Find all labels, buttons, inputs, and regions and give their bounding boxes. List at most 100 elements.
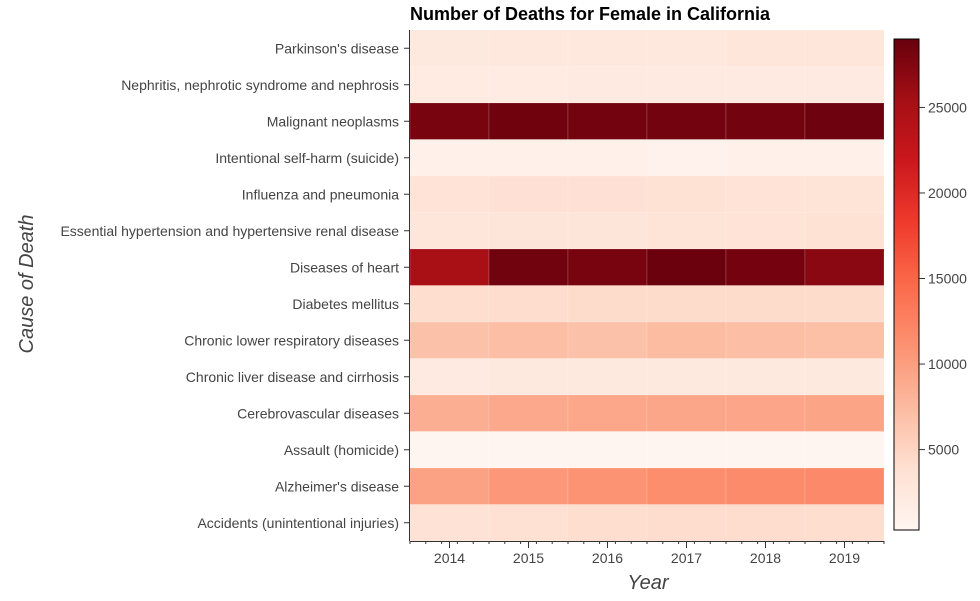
heatmap-cell [804, 285, 885, 323]
heatmap-cell [567, 212, 648, 250]
heatmap-cell [646, 394, 727, 432]
heatmap-cell [567, 175, 648, 213]
heatmap-cell [804, 321, 885, 359]
heatmap-cell [409, 394, 490, 432]
heatmap-cell [725, 358, 806, 396]
plot-area [409, 29, 885, 542]
heatmap-cell [646, 248, 727, 286]
heatmap-cell [409, 321, 490, 359]
heatmap-cell [488, 212, 569, 250]
heatmap-cell [409, 285, 490, 323]
heatmap-cell [646, 467, 727, 505]
y-tick-label: Chronic lower respiratory diseases [184, 332, 399, 348]
colorbar-tick-label: 15000 [928, 271, 967, 287]
heatmap-cell [488, 321, 569, 359]
x-axis: 2014 2015 2016 2017 2018 2019 [409, 541, 885, 566]
heatmap-cell [646, 358, 727, 396]
heatmap-cell [804, 394, 885, 432]
heatmap-cell [646, 66, 727, 104]
heatmap-cell [567, 29, 648, 67]
x-tick-label: 2018 [750, 550, 781, 566]
heatmap-cell [409, 66, 490, 104]
colorbar-gradient [893, 38, 920, 531]
y-tick-label: Chronic liver disease and cirrhosis [186, 369, 399, 385]
heatmap-cell [646, 102, 727, 140]
heatmap-cell [409, 102, 490, 140]
colorbar: 5000 10000 15000 20000 25000 [893, 38, 967, 531]
heatmap-cell [488, 394, 569, 432]
x-tick-label: 2016 [592, 550, 623, 566]
y-axis-title: Cause of Death [16, 215, 38, 354]
heatmap-cell [409, 248, 490, 286]
heatmap-cell [488, 431, 569, 469]
heatmap-cell [488, 175, 569, 213]
heatmap-cell [725, 394, 806, 432]
y-tick-label: Diabetes mellitus [292, 296, 399, 312]
heatmap-cell [804, 248, 885, 286]
heatmap-cell [646, 431, 727, 469]
heatmap-cell [804, 139, 885, 177]
heatmap-cell [725, 102, 806, 140]
heatmap-cell [725, 139, 806, 177]
heatmap-cell [488, 248, 569, 286]
heatmap-cell [646, 504, 727, 542]
y-tick-label: Influenza and pneumonia [242, 186, 399, 202]
heatmap-cell [725, 321, 806, 359]
heatmap-cell [646, 321, 727, 359]
heatmap-cell [409, 212, 490, 250]
heatmap-cell [804, 504, 885, 542]
y-tick-label: Nephritis, nephrotic syndrome and nephro… [121, 77, 399, 93]
heatmap-cell [646, 29, 727, 67]
heatmap-cell [409, 175, 490, 213]
heatmap-cell [409, 504, 490, 542]
y-tick-label: Assault (homicide) [284, 442, 399, 458]
heatmap-cell [488, 66, 569, 104]
heatmap-cell [567, 66, 648, 104]
heatmap-cell [804, 29, 885, 67]
heatmap-cell [409, 29, 490, 67]
heatmap-cell [567, 394, 648, 432]
heatmap-cell [725, 431, 806, 469]
heatmap-cell [804, 467, 885, 505]
colorbar-tick-label: 10000 [928, 356, 967, 372]
heatmap-cell [804, 102, 885, 140]
heatmap-cell [804, 431, 885, 469]
heatmap-cell [804, 66, 885, 104]
y-tick-label: Essential hypertension and hypertensive … [60, 223, 399, 239]
heatmap-cell [567, 467, 648, 505]
heatmap-cell [725, 504, 806, 542]
heatmap-cell [488, 139, 569, 177]
heatmap-cell [725, 175, 806, 213]
y-tick-label: Accidents (unintentional injuries) [197, 515, 399, 531]
heatmap-cell [804, 212, 885, 250]
heatmap-cell [409, 467, 490, 505]
heatmap-cell [488, 102, 569, 140]
x-tick-label: 2015 [513, 550, 544, 566]
heatmap-cell [409, 431, 490, 469]
chart-title: Number of Deaths for Female in Californi… [410, 4, 771, 24]
y-tick-label: Alzheimer's disease [275, 478, 399, 494]
heatmap-cell [725, 66, 806, 104]
heatmap-cell [646, 285, 727, 323]
heatmap-cell [725, 467, 806, 505]
heatmap-cell [409, 139, 490, 177]
colorbar-tick-label: 5000 [928, 442, 959, 458]
y-tick-label: Parkinson's disease [275, 40, 399, 56]
heatmap-cell [725, 248, 806, 286]
heatmap-cell [725, 212, 806, 250]
heatmap-cell [567, 285, 648, 323]
heatmap-cell [567, 431, 648, 469]
x-tick-label: 2017 [671, 550, 702, 566]
heatmap-cell [488, 504, 569, 542]
x-tick-label: 2014 [434, 550, 465, 566]
heatmap-cell [567, 358, 648, 396]
y-tick-label: Malignant neoplasms [267, 113, 399, 129]
heatmap-cell [804, 358, 885, 396]
heatmap-cell [725, 285, 806, 323]
heatmap-cell [567, 248, 648, 286]
heatmap-cell [567, 139, 648, 177]
colorbar-tick-label: 25000 [928, 99, 967, 115]
heatmap-cell [646, 175, 727, 213]
heatmap-cell [567, 321, 648, 359]
